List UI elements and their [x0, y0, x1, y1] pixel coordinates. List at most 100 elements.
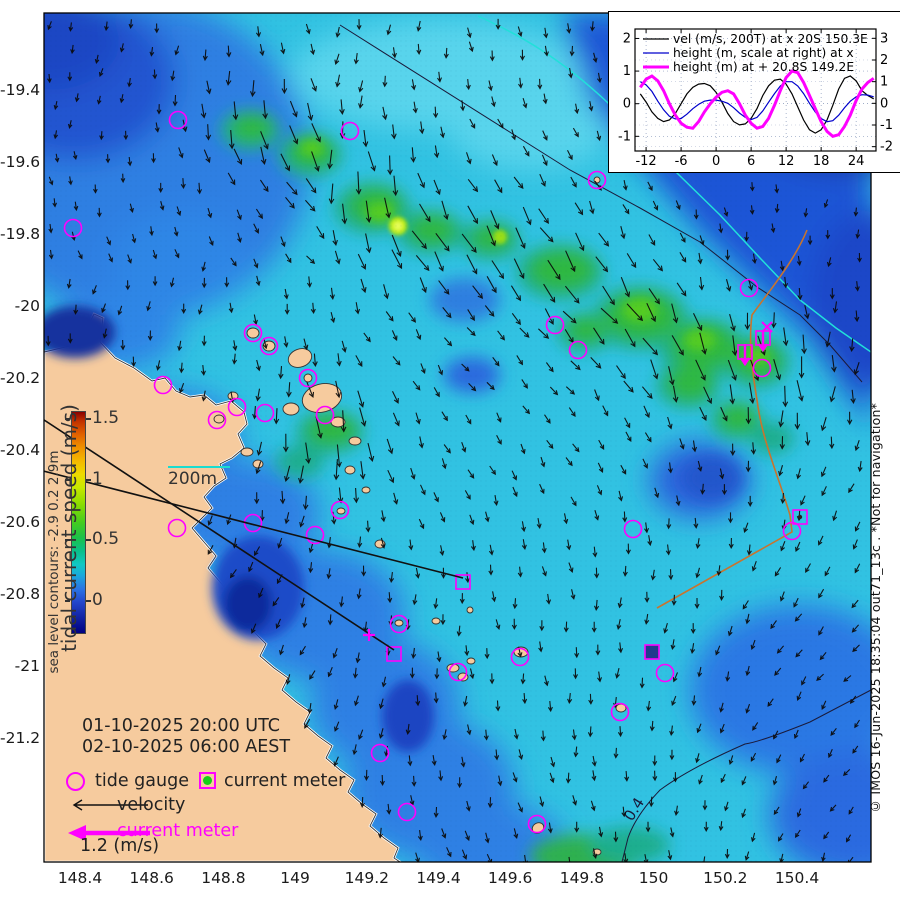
current-meter-marker — [386, 646, 402, 662]
velocity-arrow-field — [45, 18, 863, 862]
series-line-2 — [639, 69, 875, 138]
tide-gauge-marker — [167, 518, 187, 538]
inset-x-tick: 0 — [712, 154, 720, 169]
tide-gauge-marker — [655, 663, 675, 683]
velocity-legend-arrow — [72, 799, 148, 811]
lat-tick-label: -20 — [14, 297, 40, 315]
inset-right-tick: 0 — [880, 96, 888, 111]
lat-tick-label: -21 — [14, 657, 40, 675]
island — [303, 373, 313, 383]
inset-right-tick: 3 — [880, 31, 888, 46]
200m-contour-sample-line — [168, 466, 230, 468]
island — [466, 657, 476, 665]
colorbar-tick-label: 1.5 — [92, 408, 120, 429]
lon-tick-label: 149.2 — [344, 869, 389, 887]
tide-gauge-legend-icon — [66, 772, 85, 791]
lon-tick-label: 148.8 — [201, 869, 246, 887]
tide-gauge-marker — [207, 410, 227, 430]
lon-tick-label: 149 — [280, 869, 310, 887]
inset-legend-label: height (m, scale at right) at x — [673, 46, 854, 60]
tide-gauge-marker — [305, 525, 325, 545]
plus-marker — [363, 629, 375, 641]
map-border — [43, 12, 872, 863]
timestamp-local: 02-10-2025 06:00 AEST — [82, 737, 291, 757]
lat-tick-label: -19.6 — [0, 153, 41, 171]
lat-tick-label: -21.2 — [0, 729, 41, 747]
current-meter-legend-label: current meter — [224, 771, 346, 791]
lon-tick-label: 149.4 — [416, 869, 461, 887]
island — [282, 402, 300, 416]
tide-gauge-marker — [227, 397, 247, 417]
lat-tick-label: -20.8 — [0, 585, 41, 603]
lon-tick-label: 150 — [638, 869, 669, 887]
tide-gauge-marker — [752, 358, 772, 378]
tide-gauge-marker — [255, 403, 275, 423]
inset-x-tick: 18 — [813, 154, 830, 169]
tide-gauge-marker — [527, 814, 547, 834]
island — [246, 327, 260, 339]
boundary-line — [656, 229, 808, 609]
tide-gauge-marker — [63, 218, 83, 238]
imos-watermark: © IMOS 16-Jun-2025 18:35:04 out71_13c . … — [868, 402, 883, 814]
current-meter-marker — [455, 574, 471, 590]
inset-left-tick: -1 — [618, 129, 631, 144]
inset-right-tick: 2 — [880, 53, 888, 68]
lat-tick-label: -20.4 — [0, 441, 41, 459]
tide-gauge-legend-label: tide gauge — [95, 771, 189, 791]
tide-gauge-marker — [259, 336, 279, 356]
tide-gauge-marker — [782, 521, 802, 541]
tide-gauge-marker — [739, 278, 759, 298]
island — [593, 176, 601, 184]
island — [287, 348, 313, 368]
tide-gauge-marker — [315, 405, 335, 425]
tide-gauge-marker — [397, 802, 417, 822]
island — [301, 383, 343, 413]
tide-gauge-marker — [448, 662, 468, 682]
lat-tick-label: -19.8 — [0, 225, 41, 243]
island — [240, 447, 254, 457]
colorbar — [71, 411, 86, 634]
x-marker — [761, 321, 773, 333]
inset-legend-label: vel (m/s, 200T) at x 20S 150.3E — [673, 32, 868, 46]
current-meter-dot — [203, 776, 212, 785]
series-line-0 — [639, 75, 874, 134]
lon-tick-label: 149.8 — [559, 869, 605, 887]
island — [431, 617, 441, 625]
island — [466, 606, 474, 614]
tide-gauge-marker — [623, 519, 643, 539]
lon-tick-label: 148.4 — [57, 869, 103, 887]
inset-right-tick: 1 — [880, 75, 888, 90]
colorbar-tick-label: 0.5 — [92, 529, 120, 550]
island — [361, 486, 371, 494]
lon-tick-label: 148.6 — [129, 869, 174, 887]
inset-x-tick: 12 — [778, 154, 795, 169]
tide-gauge-marker — [545, 315, 565, 335]
inset-x-tick: -12 — [635, 154, 656, 169]
tide-gauge-marker — [330, 500, 350, 520]
inset-left-tick: 2 — [623, 31, 631, 46]
tide-gauge-marker — [153, 375, 173, 395]
tide-gauge-marker — [610, 702, 630, 722]
sea-level-contours-label: sea level contours: -2.9 0.2 2.9m — [46, 450, 62, 674]
island — [344, 465, 356, 475]
depth-contour-legend: 200m — [168, 466, 230, 489]
inset-left-tick: 0 — [623, 97, 631, 112]
island — [213, 414, 225, 424]
lat-tick-label: -19.4 — [0, 81, 41, 99]
inset-x-tick: 6 — [747, 154, 755, 169]
lon-tick-label: 150.4 — [774, 869, 820, 887]
current-meter-marker — [792, 509, 808, 525]
inset-right-tick: -1 — [880, 118, 893, 133]
velocity-legend-label: velocity — [117, 795, 186, 815]
island — [348, 436, 362, 446]
timeseries-inset-panel: -12 -6 0 6 12 18 24 -1 0 1 2 -2 -1 0 1 2 3 vel (m/s, 200T… — [608, 11, 900, 173]
lat-tick-label: -20.2 — [0, 369, 41, 387]
current-meter-marker — [644, 644, 660, 660]
tide-gauge-marker — [389, 614, 409, 634]
timestamp: 01-10-2025 20:00 UTC 02-10-2025 06:00 AE… — [82, 716, 290, 758]
lon-tick-label: 150.2 — [703, 869, 748, 887]
lat-tick-label: -20.6 — [0, 513, 41, 531]
inset-right-tick: -2 — [880, 140, 893, 155]
